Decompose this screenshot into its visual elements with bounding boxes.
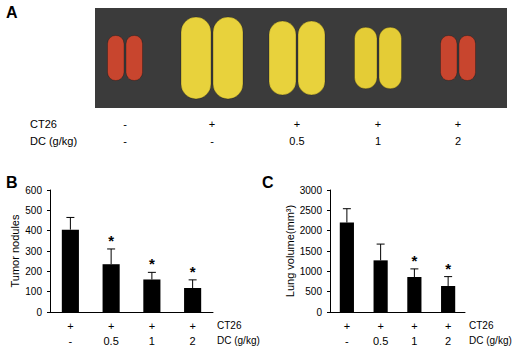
svg-text:+: + bbox=[455, 118, 461, 130]
svg-text:100: 100 bbox=[25, 286, 42, 297]
svg-text:400: 400 bbox=[25, 225, 42, 236]
svg-text:CT26: CT26 bbox=[217, 320, 242, 331]
svg-text:0.5: 0.5 bbox=[289, 135, 304, 147]
svg-text:3000: 3000 bbox=[300, 185, 323, 196]
svg-text:+: + bbox=[411, 320, 417, 332]
svg-text:+: + bbox=[294, 118, 300, 130]
svg-text:1500: 1500 bbox=[300, 246, 323, 257]
svg-text:*: * bbox=[108, 232, 114, 249]
svg-text:1: 1 bbox=[149, 335, 155, 347]
svg-text:-: - bbox=[345, 335, 349, 347]
svg-text:*: * bbox=[411, 252, 417, 269]
svg-text:600: 600 bbox=[25, 185, 42, 196]
svg-text:+: + bbox=[445, 320, 451, 332]
svg-text:+: + bbox=[375, 118, 381, 130]
svg-text:+: + bbox=[149, 320, 155, 332]
svg-text:2: 2 bbox=[455, 135, 461, 147]
svg-text:500: 500 bbox=[25, 205, 42, 216]
svg-text:C: C bbox=[262, 174, 274, 191]
svg-text:DC (g/kg): DC (g/kg) bbox=[30, 135, 77, 147]
svg-text:DC (g/kg): DC (g/kg) bbox=[469, 335, 512, 346]
svg-text:CT26: CT26 bbox=[30, 118, 57, 130]
svg-text:1: 1 bbox=[375, 135, 381, 147]
svg-text:+: + bbox=[344, 320, 350, 332]
svg-text:500: 500 bbox=[305, 286, 322, 297]
svg-text:*: * bbox=[149, 255, 155, 272]
svg-text:+: + bbox=[108, 320, 114, 332]
svg-text:-: - bbox=[210, 135, 214, 147]
svg-text:1000: 1000 bbox=[300, 266, 323, 277]
svg-text:2: 2 bbox=[190, 335, 196, 347]
svg-text:-: - bbox=[123, 135, 127, 147]
svg-text:B: B bbox=[6, 174, 18, 191]
svg-text:+: + bbox=[377, 320, 383, 332]
svg-text:A: A bbox=[6, 4, 18, 21]
svg-text:Tumor nodules: Tumor nodules bbox=[9, 214, 21, 287]
svg-text:+: + bbox=[67, 320, 73, 332]
svg-text:-: - bbox=[69, 335, 73, 347]
svg-text:*: * bbox=[445, 260, 451, 277]
svg-text:0: 0 bbox=[316, 307, 322, 318]
svg-text:200: 200 bbox=[25, 266, 42, 277]
svg-text:+: + bbox=[189, 320, 195, 332]
svg-text:2000: 2000 bbox=[300, 225, 323, 236]
svg-text:2500: 2500 bbox=[300, 205, 323, 216]
svg-text:2: 2 bbox=[445, 335, 451, 347]
svg-text:-: - bbox=[123, 118, 127, 130]
svg-text:0: 0 bbox=[36, 307, 42, 318]
svg-text:Lung volume(mm³): Lung volume(mm³) bbox=[284, 205, 296, 297]
svg-text:1: 1 bbox=[411, 335, 417, 347]
svg-text:300: 300 bbox=[25, 246, 42, 257]
svg-text:0.5: 0.5 bbox=[103, 335, 118, 347]
svg-text:*: * bbox=[190, 263, 196, 280]
svg-text:0.5: 0.5 bbox=[373, 335, 388, 347]
svg-text:DC (g/kg): DC (g/kg) bbox=[217, 335, 260, 346]
svg-text:+: + bbox=[209, 118, 215, 130]
svg-text:CT26: CT26 bbox=[469, 320, 494, 331]
